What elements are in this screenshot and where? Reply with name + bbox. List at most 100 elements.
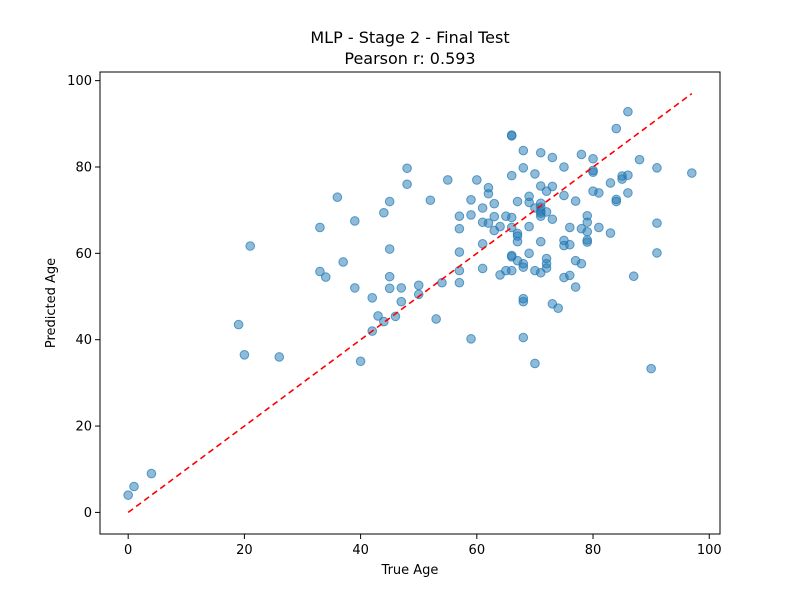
data-point xyxy=(588,153,598,164)
data-point xyxy=(634,154,645,165)
data-point xyxy=(384,271,395,282)
data-point xyxy=(245,241,256,251)
data-point xyxy=(623,170,633,180)
x-tick-label: 80 xyxy=(585,543,602,558)
data-point xyxy=(506,212,517,223)
data-point xyxy=(332,192,343,203)
x-tick-label: 40 xyxy=(352,543,369,558)
reference-line xyxy=(127,92,693,514)
data-point xyxy=(570,282,581,292)
data-point xyxy=(384,196,395,207)
data-point xyxy=(623,188,633,198)
y-axis: 0 20 40 60 80 100 xyxy=(67,74,100,521)
data-point xyxy=(611,123,622,134)
data-point xyxy=(524,248,534,259)
data-point xyxy=(413,289,424,300)
y-tick-label: 60 xyxy=(75,247,92,262)
plot-area xyxy=(99,71,721,535)
data-point xyxy=(506,170,517,181)
data-point xyxy=(350,283,360,293)
data-point xyxy=(623,106,633,117)
data-point xyxy=(530,169,540,179)
data-point xyxy=(320,272,331,282)
data-point xyxy=(489,198,500,209)
data-point xyxy=(431,314,441,324)
data-point xyxy=(518,145,529,156)
y-axis-label: Predicted Age xyxy=(44,258,59,348)
data-point xyxy=(483,218,494,228)
scatter-points xyxy=(123,106,697,500)
data-point xyxy=(564,239,575,250)
data-point xyxy=(506,131,517,141)
data-point xyxy=(355,356,366,367)
data-point xyxy=(477,203,488,213)
data-point xyxy=(547,152,558,163)
data-point xyxy=(384,283,395,294)
data-point xyxy=(652,163,662,173)
data-point xyxy=(518,296,529,307)
data-point xyxy=(547,181,558,192)
data-point xyxy=(425,195,436,206)
data-point xyxy=(564,222,575,233)
data-point xyxy=(367,293,378,303)
data-point xyxy=(315,222,325,233)
y-tick-label: 80 xyxy=(75,160,92,175)
data-point xyxy=(530,358,540,369)
data-point xyxy=(518,262,529,272)
x-tick-label: 100 xyxy=(697,543,722,558)
data-point xyxy=(611,196,622,207)
data-point xyxy=(535,236,546,247)
x-tick-label: 0 xyxy=(124,543,132,558)
data-point xyxy=(379,316,389,327)
chart-subtitle: Pearson r: 0.593 xyxy=(344,49,475,68)
data-point xyxy=(489,211,500,222)
data-point xyxy=(233,319,244,330)
data-point xyxy=(605,228,616,238)
y-tick-label: 40 xyxy=(75,333,92,348)
data-point xyxy=(541,263,552,273)
data-point xyxy=(466,195,476,205)
data-point xyxy=(338,257,348,267)
data-point xyxy=(576,258,587,269)
data-point xyxy=(390,311,401,322)
data-point xyxy=(524,221,534,232)
data-point xyxy=(652,248,662,258)
data-point xyxy=(524,197,534,208)
data-point xyxy=(652,218,662,228)
data-point xyxy=(495,221,505,232)
data-point xyxy=(687,168,697,178)
data-point xyxy=(594,188,604,198)
x-axis: 0 20 40 60 80 100 xyxy=(124,534,722,558)
y-tick-label: 100 xyxy=(67,74,92,89)
data-point xyxy=(541,207,552,217)
x-axis-label: True Age xyxy=(381,563,439,578)
data-point xyxy=(553,303,563,313)
data-point xyxy=(518,163,529,173)
data-point xyxy=(559,162,569,172)
data-point xyxy=(646,363,656,374)
data-point xyxy=(239,350,250,360)
data-point xyxy=(576,149,587,160)
data-point xyxy=(402,163,412,174)
data-point xyxy=(146,468,157,479)
data-point xyxy=(274,352,285,362)
data-point xyxy=(454,211,465,222)
chart-title: MLP - Stage 2 - Final Test xyxy=(310,28,509,47)
data-point xyxy=(472,175,482,185)
data-point xyxy=(582,226,593,237)
data-point xyxy=(350,216,360,226)
data-point xyxy=(123,490,133,500)
data-point xyxy=(518,332,529,343)
data-point xyxy=(588,167,598,177)
data-point xyxy=(454,265,465,276)
data-point xyxy=(506,265,517,276)
data-point xyxy=(483,188,494,199)
data-point xyxy=(477,263,488,274)
data-point xyxy=(396,296,407,307)
x-tick-label: 20 xyxy=(236,543,253,558)
data-point xyxy=(535,147,546,158)
data-point xyxy=(605,178,616,188)
y-tick-label: 0 xyxy=(84,506,92,521)
data-point xyxy=(570,196,581,206)
